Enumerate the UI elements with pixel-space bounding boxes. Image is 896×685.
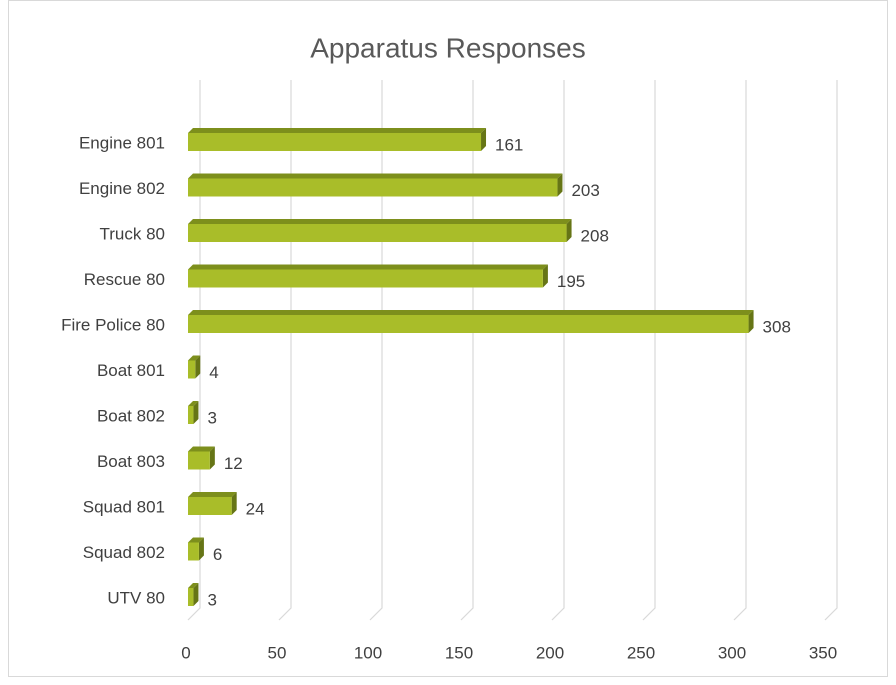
data-label: 3 <box>207 590 216 609</box>
x-tick-label: 50 <box>268 643 287 662</box>
bar-front <box>188 588 194 606</box>
bar-side <box>195 355 201 379</box>
bar-side <box>566 219 572 242</box>
bar-top <box>188 583 199 588</box>
grid-line <box>642 80 656 621</box>
bar <box>188 446 215 470</box>
y-tick-label: Engine 802 <box>79 179 165 198</box>
y-tick-label: Fire Police 80 <box>61 315 165 334</box>
y-tick-label: Squad 801 <box>83 497 165 516</box>
grid-line <box>551 80 565 621</box>
bar-side <box>198 537 204 561</box>
grid-line <box>824 80 838 621</box>
bar-top <box>188 492 237 497</box>
grid-line <box>187 80 201 621</box>
bar-front <box>188 406 194 424</box>
chart-title: Apparatus Responses <box>310 32 586 63</box>
y-tick-label: Boat 801 <box>97 361 165 380</box>
bar <box>188 310 754 333</box>
x-tick-label: 100 <box>354 643 382 662</box>
x-tick-label: 200 <box>536 643 564 662</box>
bar <box>188 583 199 606</box>
data-label: 6 <box>213 545 222 564</box>
x-tick-label: 150 <box>445 643 473 662</box>
bar-side <box>193 401 199 424</box>
bar-top <box>188 355 201 361</box>
chart-border <box>8 0 888 677</box>
bar-front <box>188 451 210 470</box>
bar <box>188 173 563 197</box>
bar-front <box>188 178 558 197</box>
bar-top <box>188 401 199 406</box>
bar-side <box>748 310 754 333</box>
y-tick-label: Engine 801 <box>79 133 165 152</box>
grid-line <box>278 80 292 621</box>
y-tick-label: Boat 803 <box>97 452 165 471</box>
bar <box>188 219 572 242</box>
bar-front <box>188 269 543 288</box>
bar-side <box>481 128 487 151</box>
bar <box>188 537 204 561</box>
y-tick-label: UTV 80 <box>107 588 165 607</box>
x-tick-label: 250 <box>627 643 655 662</box>
data-label: 4 <box>209 363 218 382</box>
y-tick-label: Truck 80 <box>99 224 165 243</box>
data-label: 3 <box>207 408 216 427</box>
bar-top <box>188 219 572 224</box>
bar-top <box>188 173 563 179</box>
bar-side <box>231 492 237 515</box>
grid-line <box>733 80 747 621</box>
bar-front <box>188 360 196 379</box>
bar-side <box>542 264 548 288</box>
bar-front <box>188 224 567 242</box>
bar-top <box>188 446 215 452</box>
bar <box>188 264 548 288</box>
bar-side <box>193 583 199 606</box>
bar <box>188 492 237 515</box>
bar-front <box>188 497 232 515</box>
x-tick-label: 350 <box>809 643 837 662</box>
bar <box>188 128 487 151</box>
x-tick-label: 0 <box>181 643 190 662</box>
data-label: 208 <box>581 226 609 245</box>
y-tick-label: Squad 802 <box>83 543 165 562</box>
bar-top <box>188 264 548 270</box>
bar-front <box>188 542 199 561</box>
bar <box>188 355 201 379</box>
data-label: 12 <box>224 454 243 473</box>
bar-side <box>557 173 563 197</box>
grid-line <box>369 80 383 621</box>
bar-top <box>188 310 754 315</box>
grid-line <box>460 80 474 621</box>
data-label: 161 <box>495 135 523 154</box>
data-label: 24 <box>246 499 265 518</box>
bar-front <box>188 133 482 151</box>
y-tick-label: Rescue 80 <box>84 270 165 289</box>
y-tick-label: Boat 802 <box>97 406 165 425</box>
bar-top <box>188 537 204 543</box>
data-label: 195 <box>557 272 585 291</box>
data-label: 308 <box>763 317 791 336</box>
bar-top <box>188 128 487 133</box>
x-tick-label: 300 <box>718 643 746 662</box>
bar-side <box>209 446 215 470</box>
data-label: 203 <box>571 181 599 200</box>
bar <box>188 401 199 424</box>
bar-front <box>188 315 749 333</box>
